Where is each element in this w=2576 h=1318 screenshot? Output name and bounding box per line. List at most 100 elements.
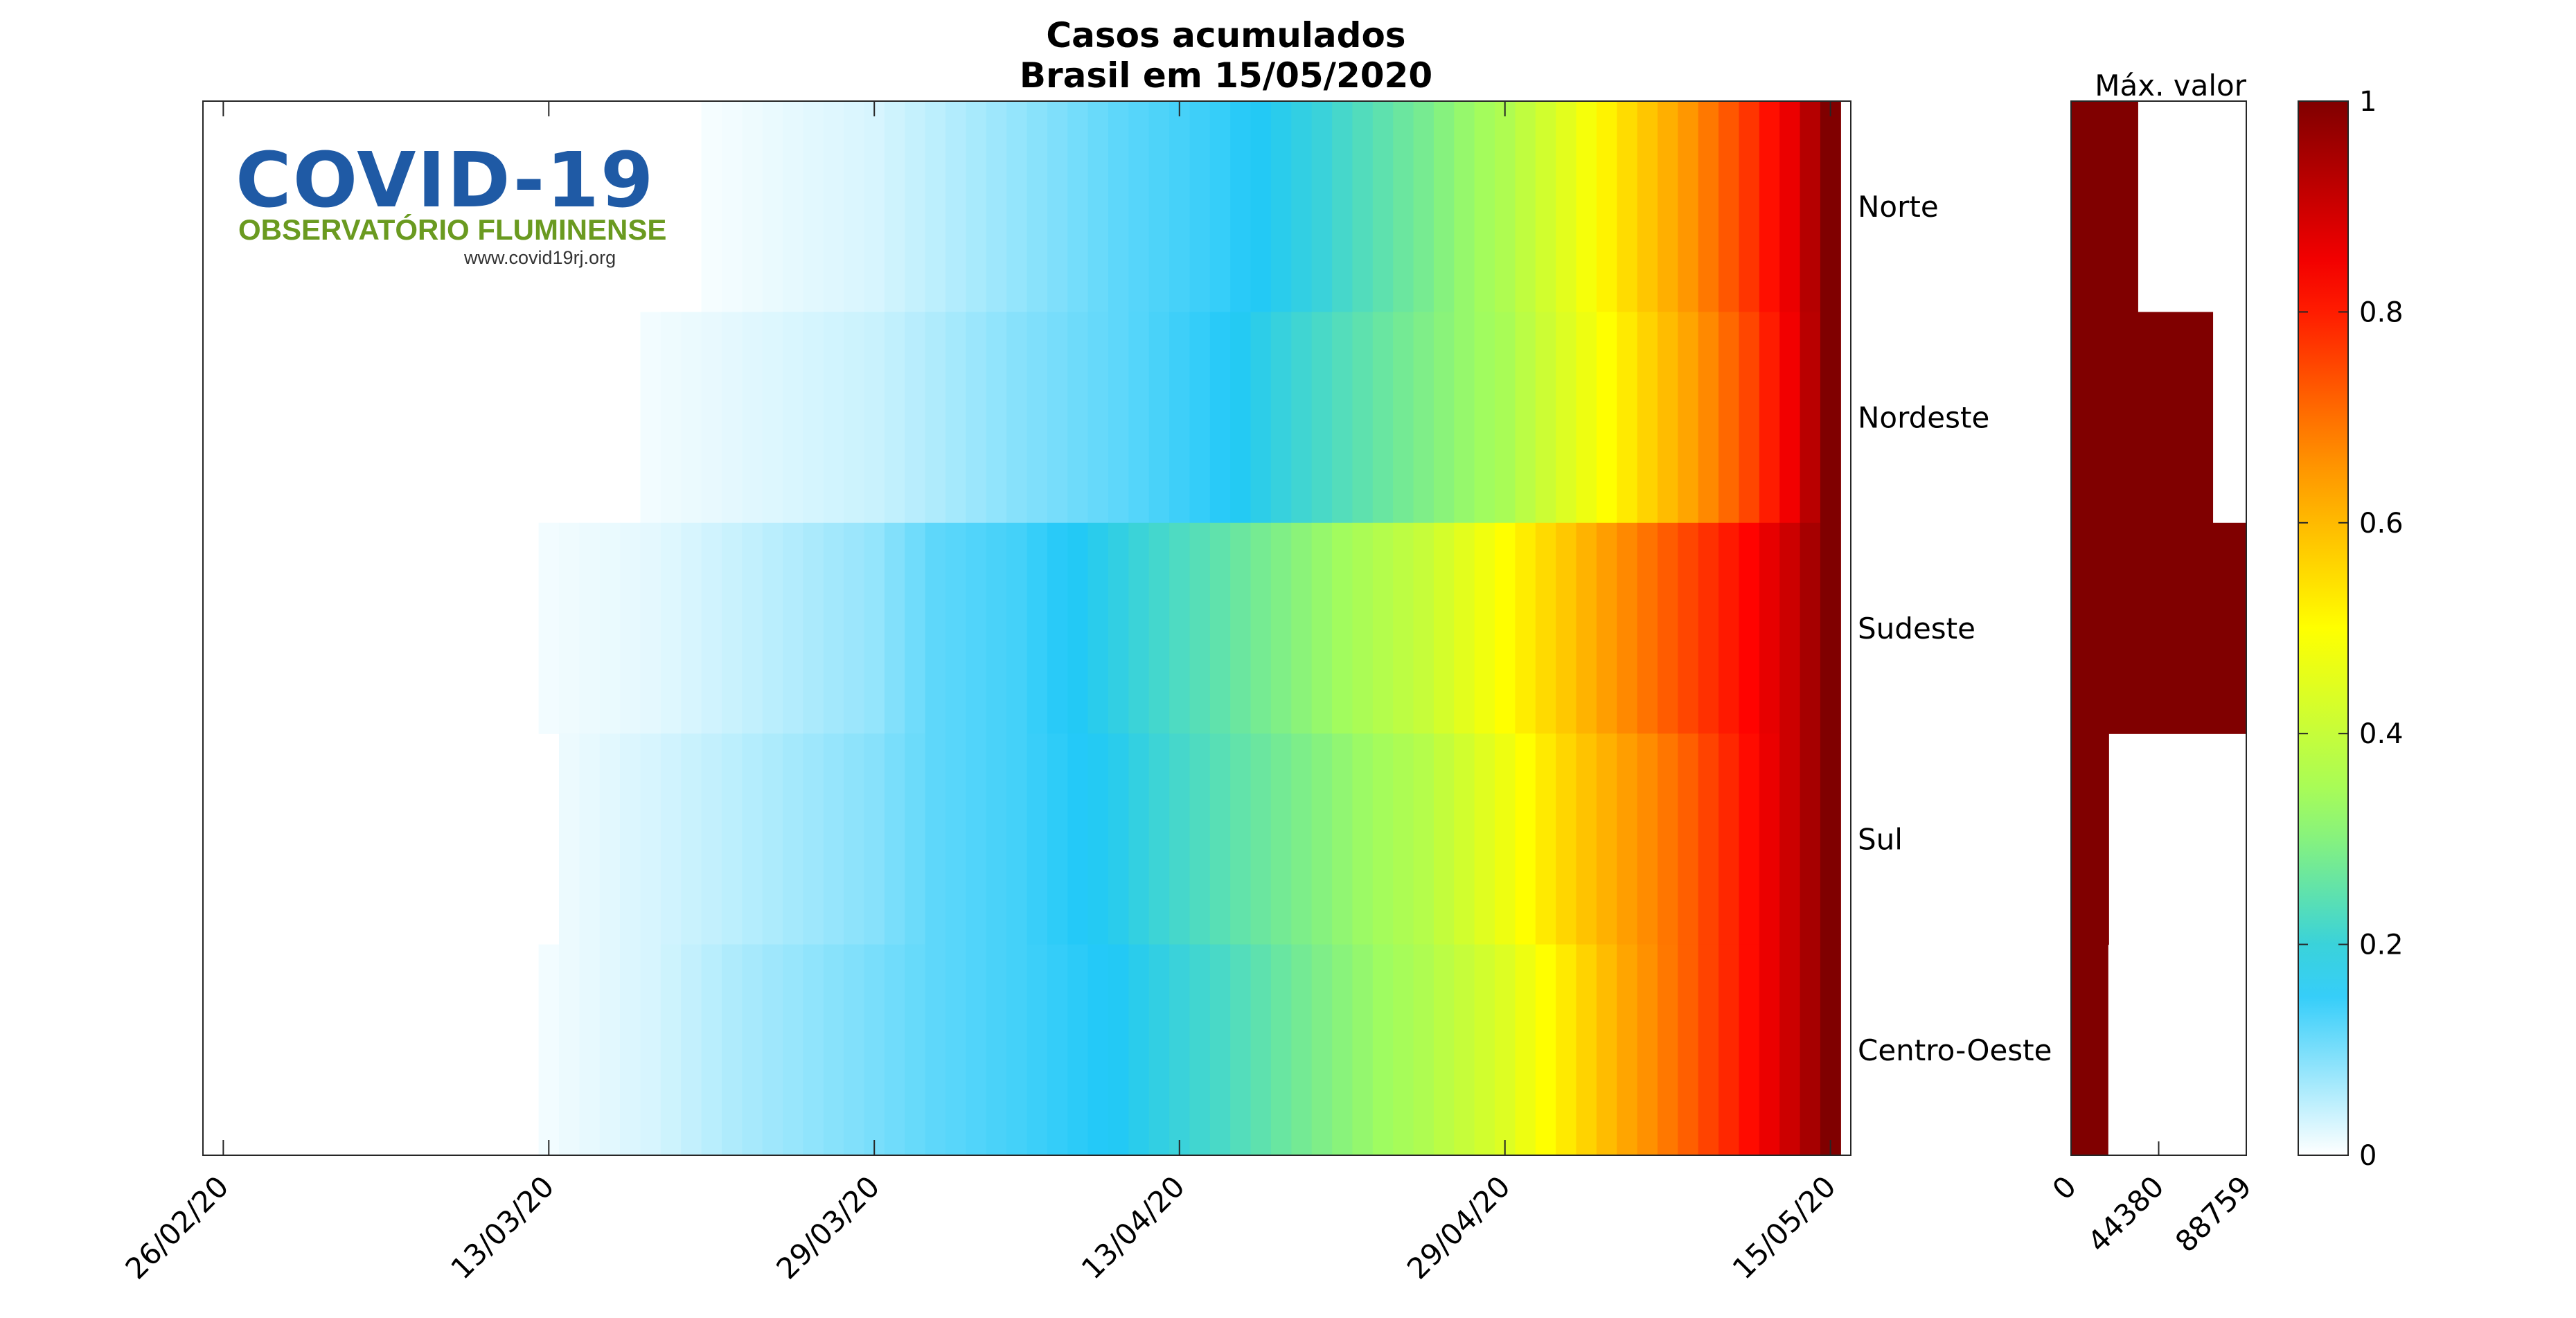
heatmap-cell [1006, 522, 1028, 734]
heatmap-cell [1535, 101, 1556, 312]
heatmap-cell [1087, 733, 1109, 945]
heatmap-cell [1657, 522, 1678, 734]
row-label: Centro-Oeste [1858, 1033, 2052, 1067]
heatmap-cell [823, 733, 844, 945]
heatmap-cell [1209, 522, 1231, 734]
bar-x-tick-label: 44380 [2081, 1169, 2170, 1258]
heatmap-cell [1372, 312, 1394, 524]
heatmap-cell [1739, 312, 1760, 524]
heatmap-cell [1678, 312, 1699, 524]
heatmap-cell [1718, 733, 1740, 945]
heatmap-cell [1576, 101, 1597, 312]
heatmap-cell [681, 733, 702, 945]
heatmap-cell [1657, 101, 1678, 312]
heatmap-cell [1128, 944, 1150, 1156]
heatmap-cell [1820, 522, 1841, 734]
max-value-bar [2071, 101, 2138, 312]
heatmap-cell [762, 522, 783, 734]
heatmap-cell [1332, 312, 1353, 524]
heatmap-cell [1739, 101, 1760, 312]
heatmap-cell [1291, 733, 1313, 945]
heatmap-cell [1454, 733, 1475, 945]
heatmap-cell [1230, 101, 1252, 312]
heatmap-cell [1270, 733, 1292, 945]
row-label: Nordeste [1858, 401, 1989, 435]
heatmap-cell [966, 312, 987, 524]
heatmap-cell [1270, 312, 1292, 524]
heatmap-cell [1250, 312, 1272, 524]
row-label: Sul [1858, 822, 1903, 856]
max-value-bar [2071, 733, 2109, 945]
heatmap-cell [640, 944, 661, 1156]
heatmap-cell [844, 522, 865, 734]
heatmap-cell [1250, 944, 1272, 1156]
row-label: Norte [1858, 190, 1939, 224]
heatmap-cell [1027, 312, 1048, 524]
heatmap-cell [1169, 944, 1191, 1156]
heatmap-cell [1332, 944, 1353, 1156]
heatmap-cell [1820, 733, 1841, 945]
heatmap-cell [1556, 522, 1577, 734]
heatmap-cell [1617, 101, 1638, 312]
heatmap-cell [783, 733, 804, 945]
heatmap-cell [538, 944, 560, 1156]
heatmap-frame [202, 100, 1851, 1156]
heatmap-cell [1169, 312, 1191, 524]
heatmap-cell [721, 733, 743, 945]
heatmap-cell [864, 733, 885, 945]
heatmap-cell [1087, 312, 1109, 524]
heatmap-cell [1311, 944, 1333, 1156]
heatmap-cell [1108, 944, 1129, 1156]
heatmap-cell [1087, 101, 1109, 312]
heatmap-cell [1576, 312, 1597, 524]
bar-chart-title: Máx. valor [2095, 69, 2246, 103]
heatmap-cell [986, 733, 1007, 945]
heatmap-cell [1637, 101, 1658, 312]
heatmap-cell [1230, 312, 1252, 524]
row-label: Sudeste [1858, 612, 1975, 645]
heatmap-cell [966, 522, 987, 734]
heatmap-cell [660, 733, 682, 945]
heatmap-cell [762, 101, 783, 312]
heatmap-cell [1352, 312, 1374, 524]
heatmap-cell [925, 733, 946, 945]
heatmap-cell [1413, 522, 1434, 734]
heatmap-cell [1291, 312, 1313, 524]
heatmap-cell [538, 522, 560, 734]
heatmap-cell [1067, 944, 1089, 1156]
x-tick-label: 29/03/20 [770, 1169, 886, 1285]
logo-subtitle: OBSERVATÓRIO FLUMINENSE [238, 213, 667, 246]
heatmap-cell [925, 944, 946, 1156]
heatmap-cell [1596, 733, 1617, 945]
heatmap-cell [1148, 733, 1170, 945]
heatmap-cell [1433, 312, 1455, 524]
heatmap-cell [945, 944, 966, 1156]
heatmap-cell [701, 312, 722, 524]
heatmap-cell [1332, 522, 1353, 734]
heatmap-cell [986, 101, 1007, 312]
heatmap-cell [1291, 522, 1313, 734]
heatmap-cell [1108, 522, 1129, 734]
heatmap-cell [1515, 522, 1536, 734]
heatmap-cell [905, 944, 926, 1156]
heatmap-cell [660, 522, 682, 734]
heatmap-cell [599, 522, 621, 734]
heatmap-cell [721, 944, 743, 1156]
heatmap-cell [1637, 522, 1658, 734]
heatmap-cell [721, 522, 743, 734]
heatmap-cell [1067, 522, 1089, 734]
heatmap-cell [823, 522, 844, 734]
heatmap-cell [1209, 733, 1231, 945]
colorbar-tick-label: 0 [2359, 1140, 2377, 1172]
heatmap-cell [844, 733, 865, 945]
heatmap-cell [844, 312, 865, 524]
heatmap-cell [1087, 522, 1109, 734]
heatmap-cell [1739, 733, 1760, 945]
heatmap-cell [884, 522, 905, 734]
heatmap-cell [864, 944, 885, 1156]
heatmap-cell [1393, 733, 1414, 945]
heatmap-cell [1820, 101, 1841, 312]
heatmap-cell [803, 312, 824, 524]
heatmap-cell [1209, 944, 1231, 1156]
heatmap-cell [783, 312, 804, 524]
